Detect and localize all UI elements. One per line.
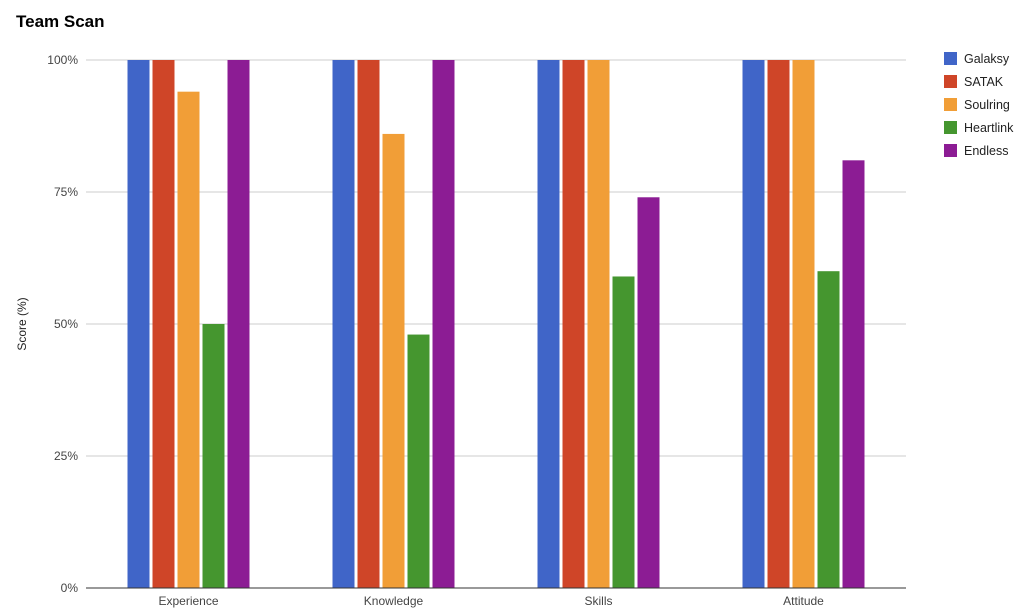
- legend-swatch-satak: [944, 75, 957, 88]
- bar-soulring-experience: [177, 91, 200, 589]
- y-axis-label: Score (%): [15, 297, 29, 350]
- y-tick-label: 75%: [54, 185, 78, 199]
- bar-heartlink-attitude: [817, 271, 840, 588]
- legend-label-galaksy: Galaksy: [964, 52, 1010, 66]
- bar-endless-knowledge: [432, 60, 455, 588]
- y-tick-label: 0%: [61, 581, 79, 595]
- y-tick-label: 100%: [47, 53, 78, 67]
- legend-label-heartlink: Heartlink: [964, 121, 1014, 135]
- x-axis-ticks: Experience Knowledge Skills Attitude: [158, 594, 824, 608]
- bar-satak-knowledge: [357, 60, 380, 588]
- bar-galaksy-experience: [127, 60, 150, 588]
- bars: [127, 60, 865, 589]
- bar-satak-skills: [562, 60, 585, 588]
- bar-heartlink-knowledge: [407, 334, 430, 588]
- bar-endless-experience: [227, 60, 250, 588]
- bar-galaksy-skills: [537, 60, 560, 588]
- legend-swatch-soulring: [944, 98, 957, 111]
- legend-label-satak: SATAK: [964, 75, 1004, 89]
- x-tick-label: Skills: [584, 594, 612, 608]
- legend-label-endless: Endless: [964, 144, 1008, 158]
- legend-swatch-galaksy: [944, 52, 957, 65]
- legend-swatch-heartlink: [944, 121, 957, 134]
- bar-endless-attitude: [842, 160, 865, 588]
- bar-heartlink-skills: [612, 276, 635, 588]
- legend-swatch-endless: [944, 144, 957, 157]
- chart-title: Team Scan: [16, 12, 105, 31]
- y-tick-label: 50%: [54, 317, 78, 331]
- bar-satak-attitude: [767, 60, 790, 588]
- bar-endless-skills: [637, 197, 660, 588]
- bar-galaksy-knowledge: [332, 60, 355, 588]
- bar-soulring-attitude: [792, 60, 815, 588]
- y-axis-ticks: 0% 25% 50% 75% 100%: [47, 53, 78, 595]
- legend-label-soulring: Soulring: [964, 98, 1010, 112]
- bar-soulring-knowledge: [382, 133, 405, 589]
- legend: Galaksy SATAK Soulring Heartlink Endless: [944, 52, 1014, 158]
- bar-galaksy-attitude: [742, 60, 765, 588]
- bar-soulring-skills: [587, 60, 610, 588]
- x-tick-label: Attitude: [783, 594, 824, 608]
- y-tick-label: 25%: [54, 449, 78, 463]
- bar-satak-experience: [152, 60, 175, 588]
- x-tick-label: Knowledge: [364, 594, 424, 608]
- bar-heartlink-experience: [202, 324, 225, 588]
- x-tick-label: Experience: [158, 594, 218, 608]
